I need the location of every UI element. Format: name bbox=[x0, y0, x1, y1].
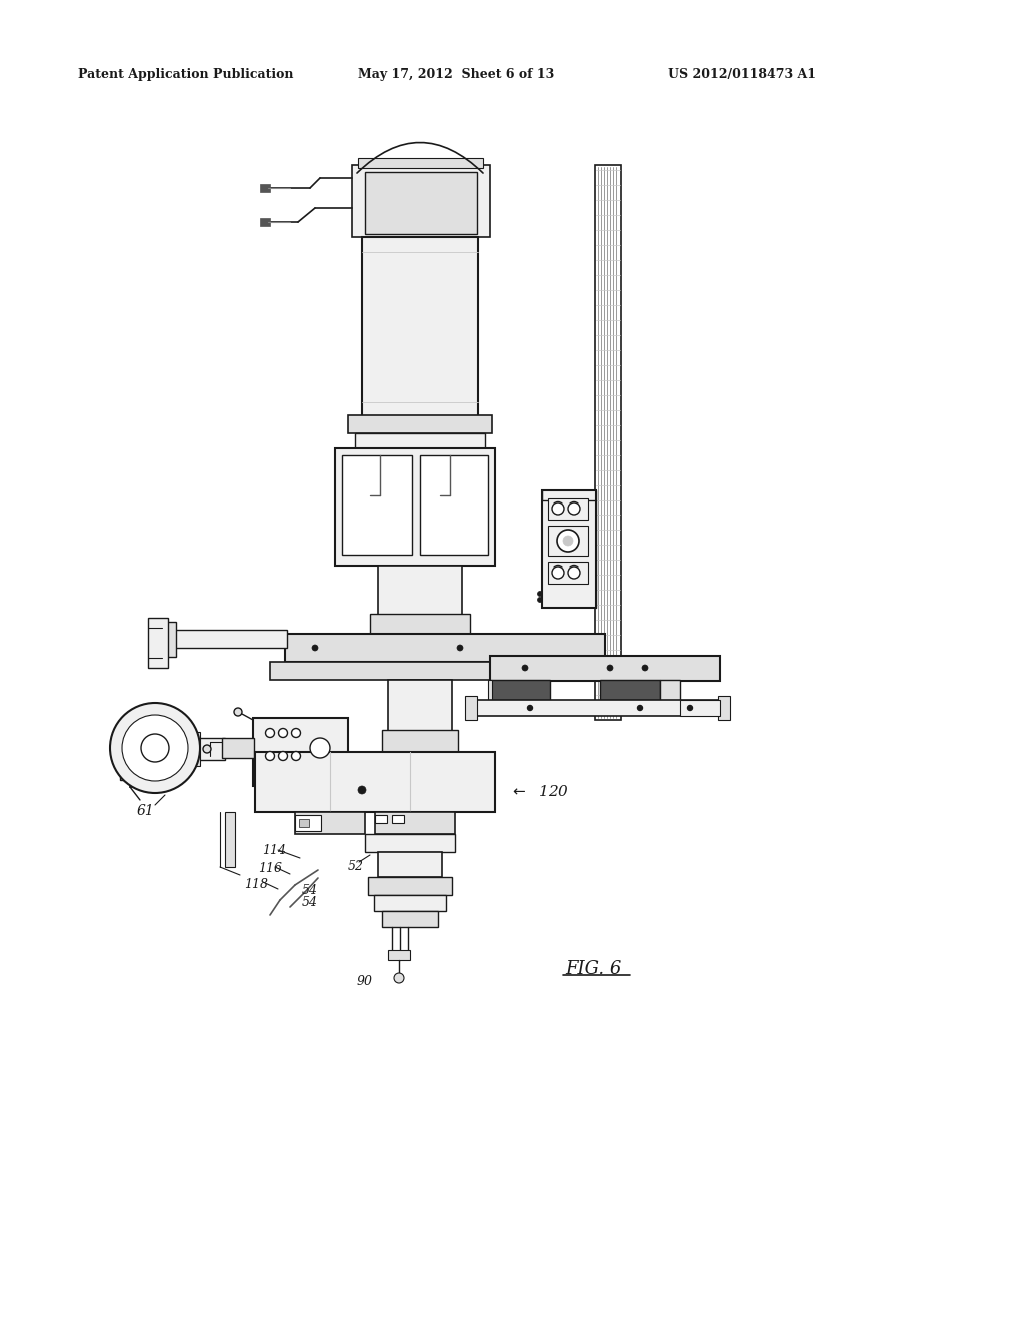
Circle shape bbox=[527, 705, 532, 710]
Text: Patent Application Publication: Patent Application Publication bbox=[78, 69, 294, 81]
Bar bbox=[420, 455, 488, 554]
Circle shape bbox=[265, 751, 274, 760]
Bar bbox=[465, 696, 477, 719]
Text: FIG. 6: FIG. 6 bbox=[565, 960, 622, 978]
Bar bbox=[392, 814, 404, 822]
Circle shape bbox=[538, 598, 543, 602]
Text: 54: 54 bbox=[302, 884, 318, 898]
Bar bbox=[488, 680, 492, 702]
Bar bbox=[542, 490, 596, 609]
Text: 114: 114 bbox=[262, 843, 286, 857]
Bar bbox=[370, 614, 470, 634]
Circle shape bbox=[141, 734, 169, 762]
Circle shape bbox=[122, 715, 188, 781]
Bar bbox=[382, 911, 438, 927]
Bar bbox=[600, 680, 660, 702]
Circle shape bbox=[687, 705, 692, 710]
Bar bbox=[362, 238, 478, 417]
Bar bbox=[260, 218, 270, 226]
Bar bbox=[382, 730, 458, 752]
Circle shape bbox=[557, 531, 579, 552]
Bar bbox=[130, 711, 155, 787]
Bar bbox=[120, 719, 132, 780]
Bar bbox=[378, 851, 442, 876]
Circle shape bbox=[292, 729, 300, 738]
Bar bbox=[595, 165, 621, 719]
Circle shape bbox=[457, 645, 463, 651]
Text: 90: 90 bbox=[357, 975, 373, 987]
Bar bbox=[270, 663, 610, 680]
Circle shape bbox=[638, 705, 642, 710]
Bar bbox=[470, 700, 720, 715]
Bar bbox=[548, 525, 588, 556]
Bar bbox=[225, 812, 234, 867]
Circle shape bbox=[394, 973, 404, 983]
Text: 52: 52 bbox=[348, 861, 364, 873]
Circle shape bbox=[312, 645, 318, 651]
Text: $\leftarrow$  120: $\leftarrow$ 120 bbox=[510, 784, 569, 799]
Bar bbox=[162, 622, 176, 657]
Circle shape bbox=[568, 503, 580, 515]
Bar bbox=[352, 165, 490, 238]
Circle shape bbox=[265, 729, 274, 738]
Circle shape bbox=[522, 665, 528, 671]
Text: 61: 61 bbox=[137, 804, 155, 818]
Bar bbox=[548, 498, 588, 520]
Bar bbox=[148, 618, 168, 668]
Bar bbox=[378, 566, 462, 616]
Bar bbox=[197, 738, 225, 760]
Bar bbox=[490, 680, 550, 702]
Bar bbox=[365, 172, 477, 234]
Circle shape bbox=[552, 503, 564, 515]
Circle shape bbox=[279, 729, 288, 738]
Circle shape bbox=[310, 738, 330, 758]
Bar bbox=[295, 812, 365, 834]
Bar bbox=[190, 733, 200, 766]
Bar bbox=[358, 158, 483, 168]
Circle shape bbox=[538, 591, 543, 597]
Circle shape bbox=[279, 751, 288, 760]
Circle shape bbox=[642, 665, 648, 671]
Bar bbox=[490, 656, 720, 681]
Bar bbox=[375, 812, 455, 834]
Circle shape bbox=[358, 785, 366, 795]
Circle shape bbox=[607, 665, 613, 671]
Circle shape bbox=[147, 741, 163, 756]
Bar bbox=[365, 834, 455, 851]
Circle shape bbox=[568, 568, 580, 579]
Bar bbox=[299, 818, 309, 828]
Bar bbox=[260, 183, 270, 191]
Bar bbox=[285, 634, 605, 663]
Text: US 2012/0118473 A1: US 2012/0118473 A1 bbox=[668, 69, 816, 81]
Circle shape bbox=[203, 744, 211, 752]
Bar bbox=[335, 447, 495, 566]
Bar bbox=[680, 700, 720, 715]
Text: 116: 116 bbox=[258, 862, 282, 875]
Bar bbox=[355, 433, 485, 447]
Bar bbox=[548, 562, 588, 583]
Bar bbox=[170, 630, 287, 648]
Bar bbox=[388, 680, 452, 733]
Bar bbox=[718, 696, 730, 719]
Bar bbox=[342, 455, 412, 554]
Circle shape bbox=[292, 751, 300, 760]
Bar bbox=[374, 895, 446, 911]
Circle shape bbox=[552, 568, 564, 579]
Circle shape bbox=[563, 536, 573, 546]
Bar bbox=[388, 950, 410, 960]
Bar bbox=[295, 814, 321, 832]
Bar bbox=[368, 876, 452, 895]
Bar bbox=[375, 814, 387, 822]
Bar bbox=[255, 752, 495, 812]
Circle shape bbox=[110, 704, 200, 793]
Text: 54: 54 bbox=[302, 896, 318, 909]
Text: 118: 118 bbox=[244, 878, 268, 891]
Bar bbox=[222, 738, 254, 758]
Circle shape bbox=[234, 708, 242, 715]
Bar bbox=[660, 680, 680, 702]
Bar bbox=[348, 414, 492, 433]
Bar bbox=[253, 718, 348, 785]
Text: May 17, 2012  Sheet 6 of 13: May 17, 2012 Sheet 6 of 13 bbox=[358, 69, 554, 81]
